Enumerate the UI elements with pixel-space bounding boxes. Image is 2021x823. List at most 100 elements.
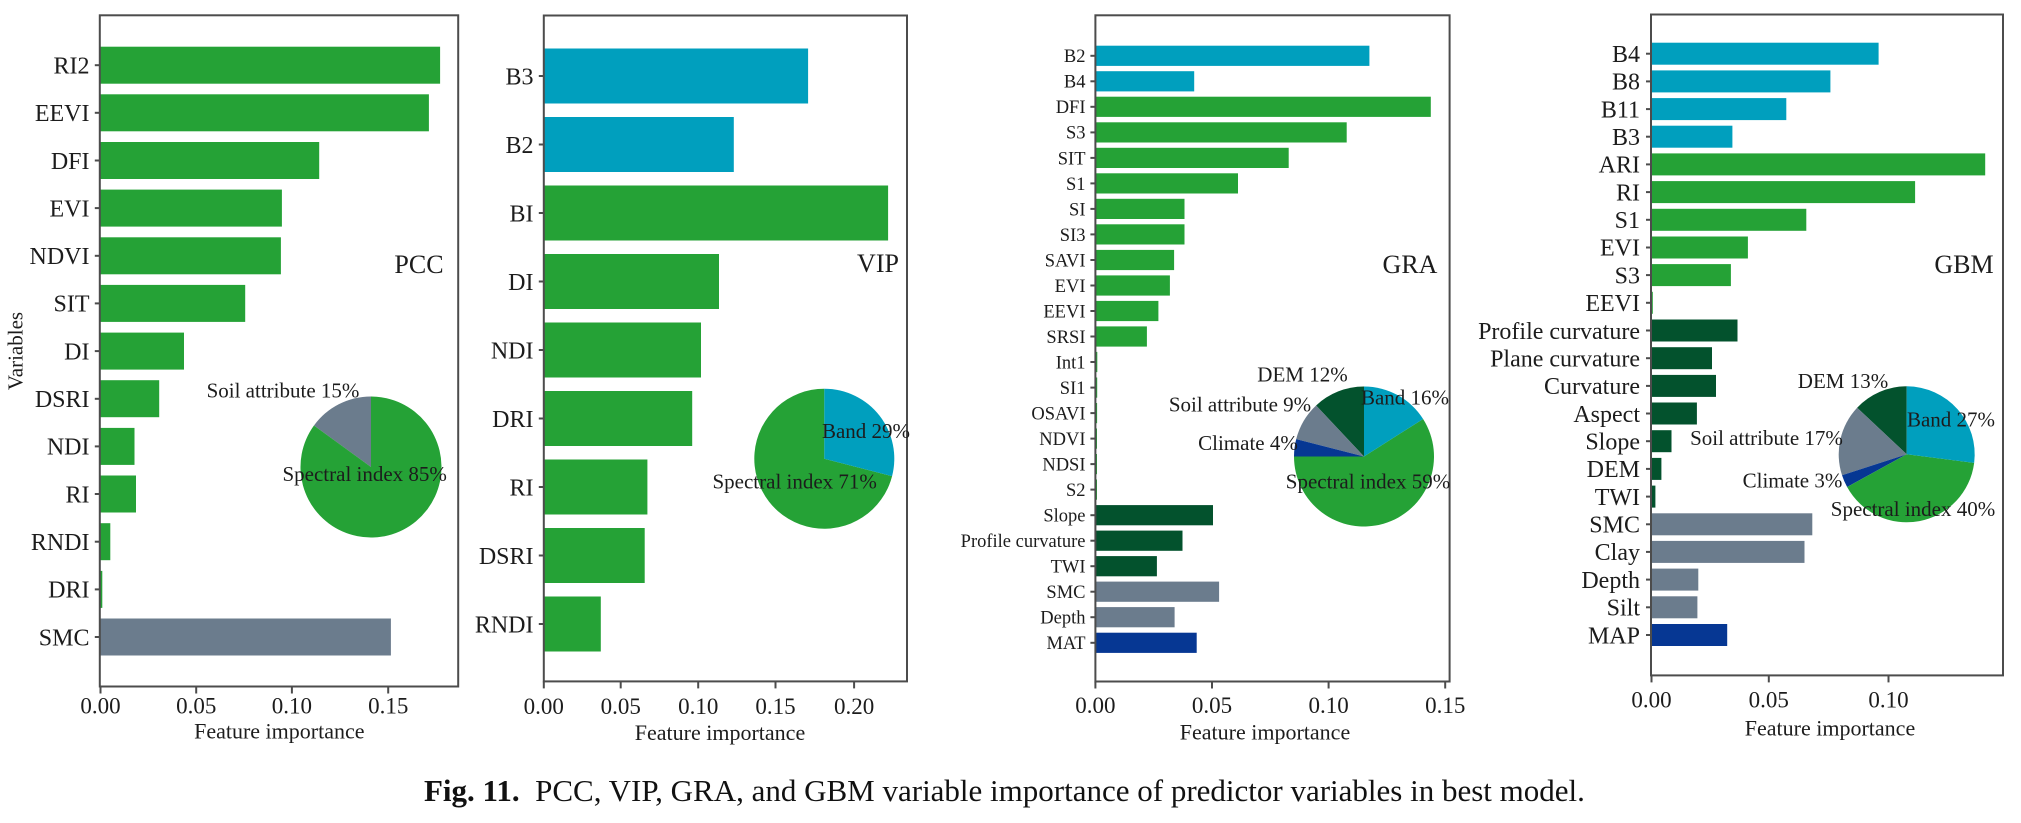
- svg-text:Silt: Silt: [1607, 596, 1641, 622]
- svg-text:Fig. 11. PCC, VIP, GRA, and G: Fig. 11. PCC, VIP, GRA, and GBM variable…: [424, 773, 1585, 808]
- svg-text:SRSI: SRSI: [1046, 328, 1085, 348]
- svg-text:S3: S3: [1066, 124, 1086, 144]
- svg-text:B11: B11: [1601, 97, 1640, 123]
- svg-text:DRI: DRI: [48, 578, 89, 604]
- svg-text:Plane curvature: Plane curvature: [1490, 347, 1640, 373]
- svg-text:RI: RI: [510, 475, 534, 501]
- svg-text:0.00: 0.00: [80, 693, 120, 718]
- svg-text:OSAVI: OSAVI: [1031, 405, 1085, 425]
- svg-text:SI3: SI3: [1060, 226, 1086, 246]
- svg-text:EVI: EVI: [1600, 236, 1640, 262]
- svg-text:DI: DI: [508, 270, 533, 296]
- svg-text:EEVI: EEVI: [1585, 291, 1640, 317]
- svg-text:Slope: Slope: [1043, 507, 1085, 527]
- svg-text:Band 27%: Band 27%: [1907, 408, 1995, 432]
- svg-text:0.15: 0.15: [755, 694, 795, 719]
- svg-text:RNDI: RNDI: [31, 530, 90, 556]
- svg-text:0.05: 0.05: [176, 693, 216, 718]
- svg-text:SIT: SIT: [54, 292, 90, 318]
- svg-text:0.10: 0.10: [678, 694, 718, 719]
- svg-text:0.10: 0.10: [272, 693, 312, 718]
- svg-text:Variables: Variables: [4, 312, 28, 390]
- svg-text:SMC: SMC: [1046, 583, 1085, 603]
- svg-text:0.05: 0.05: [1749, 687, 1789, 712]
- svg-text:BI: BI: [510, 201, 534, 227]
- svg-text:0.10: 0.10: [1868, 687, 1908, 712]
- svg-text:DEM: DEM: [1587, 457, 1640, 483]
- svg-text:0.05: 0.05: [1192, 693, 1232, 718]
- svg-text:Feature importance: Feature importance: [1180, 720, 1350, 745]
- svg-text:Soil attribute 9%: Soil attribute 9%: [1169, 393, 1311, 417]
- svg-text:Clay: Clay: [1595, 540, 1640, 566]
- svg-text:0.05: 0.05: [601, 694, 641, 719]
- svg-text:TWI: TWI: [1051, 558, 1086, 578]
- svg-text:EEVI: EEVI: [1043, 302, 1085, 322]
- svg-text:GBM: GBM: [1934, 250, 1993, 279]
- svg-text:0.10: 0.10: [1308, 693, 1348, 718]
- svg-text:DRI: DRI: [492, 407, 533, 433]
- svg-text:Climate 4%: Climate 4%: [1198, 431, 1298, 455]
- svg-text:B2: B2: [1064, 47, 1086, 67]
- svg-text:ARI: ARI: [1599, 153, 1640, 179]
- svg-text:B3: B3: [505, 64, 533, 90]
- svg-text:MAT: MAT: [1046, 634, 1085, 654]
- svg-text:SAVI: SAVI: [1045, 251, 1086, 271]
- svg-text:Spectral index 71%: Spectral index 71%: [712, 470, 876, 494]
- svg-text:DFI: DFI: [51, 149, 90, 175]
- svg-text:RI: RI: [1616, 180, 1640, 206]
- svg-text:B2: B2: [505, 133, 533, 159]
- svg-text:Band 16%: Band 16%: [1361, 386, 1449, 410]
- svg-text:S1: S1: [1615, 208, 1640, 234]
- svg-text:SMC: SMC: [1589, 513, 1640, 539]
- svg-text:GRA: GRA: [1383, 250, 1438, 279]
- svg-text:PCC: PCC: [394, 250, 443, 279]
- svg-text:0.15: 0.15: [368, 693, 408, 718]
- svg-text:Soil attribute 15%: Soil attribute 15%: [207, 379, 360, 403]
- svg-text:RI: RI: [66, 482, 90, 508]
- svg-text:B4: B4: [1064, 73, 1086, 93]
- svg-text:DSRI: DSRI: [35, 387, 90, 413]
- svg-text:SIT: SIT: [1058, 149, 1086, 169]
- svg-text:Slope: Slope: [1585, 430, 1640, 456]
- svg-text:0.20: 0.20: [834, 694, 874, 719]
- svg-text:NDVI: NDVI: [30, 244, 90, 270]
- svg-text:Spectral index 85%: Spectral index 85%: [282, 462, 446, 486]
- svg-text:0.00: 0.00: [524, 694, 564, 719]
- svg-text:DFI: DFI: [1056, 98, 1086, 118]
- svg-text:B8: B8: [1612, 70, 1640, 96]
- svg-text:0.15: 0.15: [1425, 693, 1465, 718]
- svg-text:Curvature: Curvature: [1544, 374, 1640, 400]
- svg-text:Depth: Depth: [1040, 609, 1085, 629]
- svg-text:Feature importance: Feature importance: [1745, 716, 1915, 741]
- svg-text:DI: DI: [64, 339, 89, 365]
- svg-text:S3: S3: [1615, 263, 1640, 289]
- svg-text:Feature importance: Feature importance: [635, 720, 805, 745]
- svg-text:Depth: Depth: [1581, 568, 1640, 594]
- svg-text:RNDI: RNDI: [475, 612, 534, 638]
- svg-text:DEM 12%: DEM 12%: [1257, 363, 1347, 387]
- svg-text:EVI: EVI: [50, 196, 90, 222]
- svg-text:Soil attribute 17%: Soil attribute 17%: [1690, 426, 1843, 450]
- svg-text:DEM 13%: DEM 13%: [1798, 369, 1888, 393]
- svg-text:NDI: NDI: [47, 435, 90, 461]
- svg-text:EVI: EVI: [1055, 277, 1086, 297]
- svg-text:TWI: TWI: [1595, 485, 1640, 511]
- svg-text:SI: SI: [1069, 200, 1085, 220]
- svg-text:RI2: RI2: [54, 54, 90, 80]
- svg-text:S2: S2: [1066, 481, 1086, 501]
- svg-text:Spectral index 40%: Spectral index 40%: [1831, 497, 1995, 521]
- svg-text:NDSI: NDSI: [1042, 456, 1085, 476]
- svg-text:0.00: 0.00: [1075, 693, 1115, 718]
- svg-text:NDVI: NDVI: [1039, 430, 1085, 450]
- svg-text:EEVI: EEVI: [35, 101, 90, 127]
- svg-text:B3: B3: [1612, 125, 1640, 151]
- svg-text:DSRI: DSRI: [479, 544, 534, 570]
- svg-text:Climate 3%: Climate 3%: [1743, 469, 1843, 493]
- svg-text:SMC: SMC: [39, 625, 90, 651]
- svg-text:Spectral index 59%: Spectral index 59%: [1286, 470, 1450, 494]
- svg-text:Profile curvature: Profile curvature: [961, 532, 1086, 552]
- svg-text:Feature importance: Feature importance: [194, 718, 364, 743]
- svg-text:Band 29%: Band 29%: [822, 419, 910, 443]
- svg-text:VIP: VIP: [857, 249, 899, 278]
- svg-text:Aspect: Aspect: [1573, 402, 1640, 428]
